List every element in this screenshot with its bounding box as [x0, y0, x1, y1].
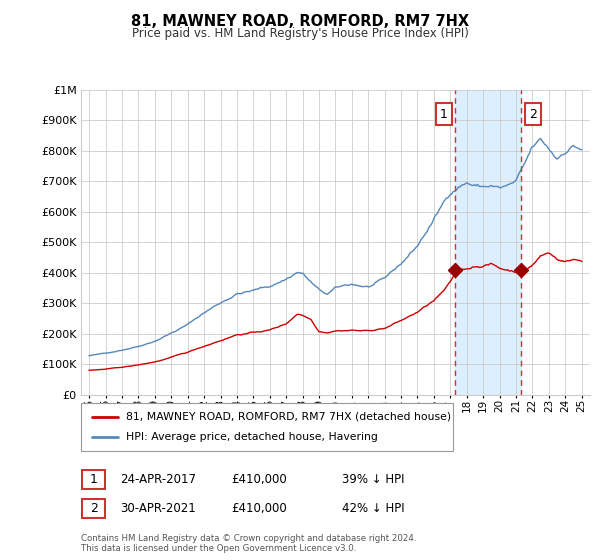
FancyBboxPatch shape: [81, 403, 453, 451]
Text: 2: 2: [89, 502, 98, 515]
Text: Price paid vs. HM Land Registry's House Price Index (HPI): Price paid vs. HM Land Registry's House …: [131, 27, 469, 40]
Text: £410,000: £410,000: [231, 473, 287, 486]
Text: 42% ↓ HPI: 42% ↓ HPI: [342, 502, 404, 515]
Text: 30-APR-2021: 30-APR-2021: [120, 502, 196, 515]
Text: 81, MAWNEY ROAD, ROMFORD, RM7 7HX: 81, MAWNEY ROAD, ROMFORD, RM7 7HX: [131, 14, 469, 29]
Bar: [455, 90, 521, 395]
Text: £410,000: £410,000: [231, 502, 287, 515]
Text: 1: 1: [89, 473, 98, 486]
Text: 24-APR-2017: 24-APR-2017: [120, 473, 196, 486]
Text: 81, MAWNEY ROAD, ROMFORD, RM7 7HX (detached house): 81, MAWNEY ROAD, ROMFORD, RM7 7HX (detac…: [125, 412, 451, 422]
Text: 1: 1: [440, 108, 448, 120]
Text: Contains HM Land Registry data © Crown copyright and database right 2024.
This d: Contains HM Land Registry data © Crown c…: [81, 534, 416, 553]
Text: 39% ↓ HPI: 39% ↓ HPI: [342, 473, 404, 486]
Text: 2: 2: [529, 108, 537, 120]
Text: HPI: Average price, detached house, Havering: HPI: Average price, detached house, Have…: [125, 432, 377, 442]
